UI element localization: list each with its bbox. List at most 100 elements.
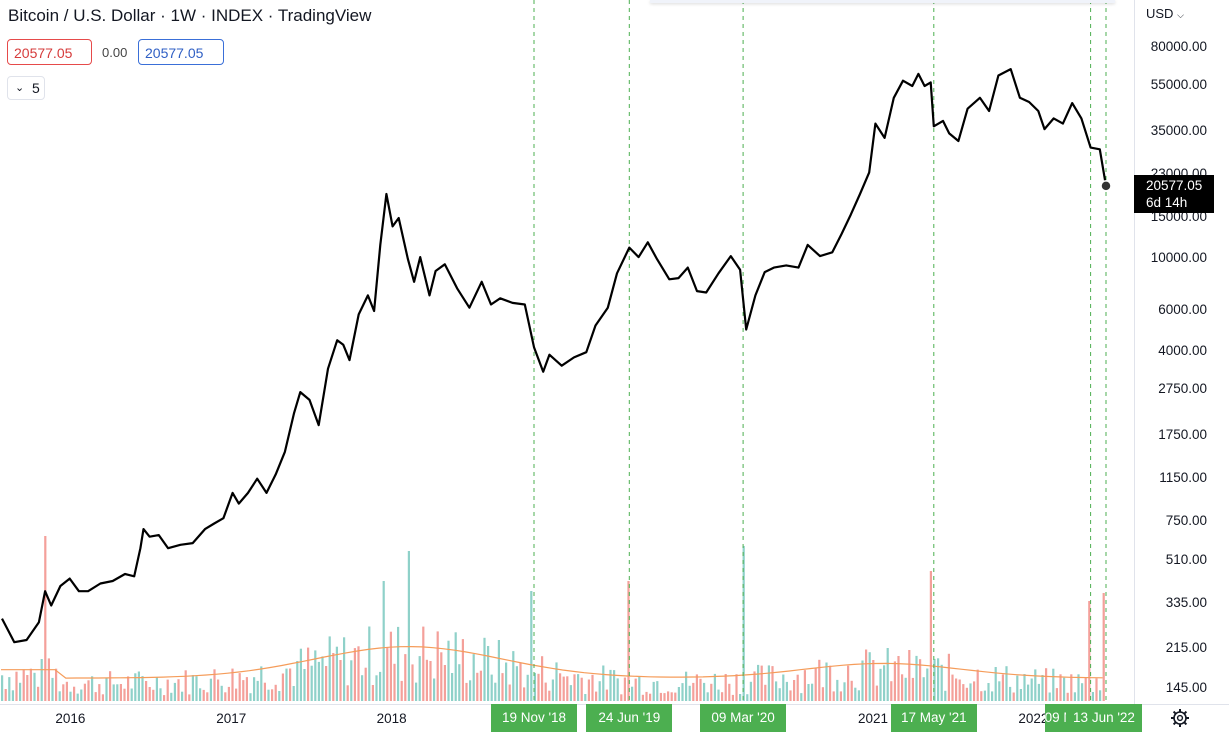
volume-bar bbox=[605, 689, 608, 701]
volume-bar bbox=[861, 660, 864, 701]
volume-bar bbox=[933, 658, 936, 701]
volume-bar bbox=[782, 674, 785, 701]
volume-bar bbox=[1005, 666, 1008, 701]
volume-bar bbox=[767, 665, 770, 701]
price-axis-tick-5: 10000.00 bbox=[1150, 250, 1207, 266]
volume-bar bbox=[911, 677, 914, 701]
volume-bar bbox=[166, 679, 169, 701]
price-axis-tick-11: 750.00 bbox=[1165, 513, 1207, 529]
volume-bar bbox=[479, 670, 482, 701]
indicators-toggle-button[interactable]: ⌄ 5 bbox=[7, 76, 45, 100]
volume-bar bbox=[170, 692, 173, 701]
price-axis-tick-7: 4000.00 bbox=[1158, 343, 1207, 359]
volume-bar bbox=[1037, 683, 1040, 701]
volume-bar bbox=[976, 669, 979, 701]
price-axis[interactable] bbox=[1134, 0, 1229, 704]
volume-bar bbox=[501, 673, 504, 701]
volume-bar bbox=[47, 658, 50, 701]
volume-bar bbox=[404, 654, 407, 701]
volume-bar bbox=[429, 661, 432, 701]
volume-bar bbox=[681, 683, 684, 701]
volume-bar bbox=[569, 685, 572, 701]
volume-bar bbox=[91, 676, 94, 701]
volume-bar bbox=[764, 684, 767, 701]
volume-bar bbox=[713, 673, 716, 701]
volume-bar bbox=[418, 656, 421, 701]
volume-bar bbox=[440, 652, 443, 701]
volume-bar bbox=[245, 677, 248, 701]
volume-bar bbox=[1070, 674, 1073, 701]
volume-bar bbox=[728, 683, 731, 701]
date-marker-label-2[interactable]: 09 Mar '20 bbox=[700, 704, 787, 732]
volume-bar bbox=[436, 631, 439, 701]
volume-bar bbox=[760, 665, 763, 701]
volume-bar bbox=[400, 680, 403, 701]
price-axis-tick-6: 6000.00 bbox=[1158, 302, 1207, 317]
volume-bar bbox=[73, 686, 76, 701]
date-marker-label-0[interactable]: 19 Nov '18 bbox=[491, 704, 577, 732]
date-marker-label-3[interactable]: 17 May '21 bbox=[890, 704, 977, 732]
volume-bar bbox=[919, 659, 922, 701]
volume-bar bbox=[1063, 677, 1066, 701]
volume-bar bbox=[850, 680, 853, 701]
volume-bar bbox=[695, 674, 698, 701]
gear-icon[interactable] bbox=[1170, 708, 1190, 728]
volume-bar bbox=[350, 660, 353, 701]
volume-bar bbox=[497, 640, 500, 701]
volume-bar bbox=[361, 675, 364, 701]
volume-bar bbox=[209, 678, 212, 701]
date-marker-label-4[interactable]: 09 May '22 bbox=[1044, 704, 1067, 732]
volume-bar bbox=[638, 676, 641, 701]
volume-bar bbox=[904, 677, 907, 701]
volume-bar bbox=[346, 685, 349, 701]
volume-bar bbox=[541, 656, 544, 701]
volume-bar bbox=[1009, 686, 1012, 701]
volume-bar bbox=[706, 692, 709, 701]
volume-bar bbox=[1045, 668, 1048, 701]
date-marker-label-5[interactable]: 13 Jun '22 bbox=[1066, 704, 1142, 732]
volume-bar bbox=[890, 681, 893, 701]
volume-bar bbox=[371, 685, 374, 701]
volume-bar bbox=[195, 676, 198, 701]
volume-bar bbox=[775, 681, 778, 701]
volume-bar bbox=[206, 692, 209, 701]
price-axis-tick-0: 80000.00 bbox=[1150, 39, 1207, 54]
volume-bar bbox=[785, 681, 788, 701]
floating-toolbar-edge bbox=[650, 0, 1115, 3]
volume-bar bbox=[857, 690, 860, 701]
volume-bar bbox=[494, 682, 497, 701]
price-pill-blue[interactable]: 20577.05 bbox=[138, 39, 224, 65]
volume-bar bbox=[112, 684, 115, 701]
volume-bar bbox=[508, 684, 511, 701]
volume-bar bbox=[724, 674, 727, 701]
volume-bar bbox=[717, 689, 720, 701]
price-axis-tick-8: 2750.00 bbox=[1158, 381, 1207, 397]
volume-bar bbox=[631, 686, 634, 701]
volume-bar bbox=[422, 626, 425, 701]
volume-bar bbox=[1066, 692, 1069, 701]
volume-bar bbox=[343, 637, 346, 701]
volume-bar bbox=[184, 670, 187, 701]
volume-bar bbox=[1102, 593, 1105, 701]
volume-bar bbox=[926, 668, 929, 701]
volume-bar bbox=[839, 691, 842, 701]
currency-selector[interactable]: USD ⌵ bbox=[1146, 6, 1184, 21]
volume-bar bbox=[616, 678, 619, 701]
volume-bar bbox=[256, 680, 259, 701]
volume-bar bbox=[886, 648, 889, 701]
time-axis-tick-3: 2021 bbox=[858, 711, 889, 726]
volume-bar bbox=[134, 673, 137, 701]
volume-bar bbox=[137, 671, 140, 701]
price-change: 0.00 bbox=[102, 45, 128, 60]
date-marker-label-1[interactable]: 24 Jun '19 bbox=[586, 704, 673, 732]
last-price-pill[interactable]: 20577.05 bbox=[7, 39, 92, 65]
volume-bar bbox=[231, 668, 234, 701]
volume-bar bbox=[1, 675, 4, 701]
volume-bar bbox=[11, 690, 14, 701]
volume-bar bbox=[893, 661, 896, 701]
volume-bar bbox=[749, 681, 752, 701]
volume-bar bbox=[469, 680, 472, 701]
volume-bar bbox=[267, 689, 270, 701]
volume-bar bbox=[915, 655, 918, 701]
